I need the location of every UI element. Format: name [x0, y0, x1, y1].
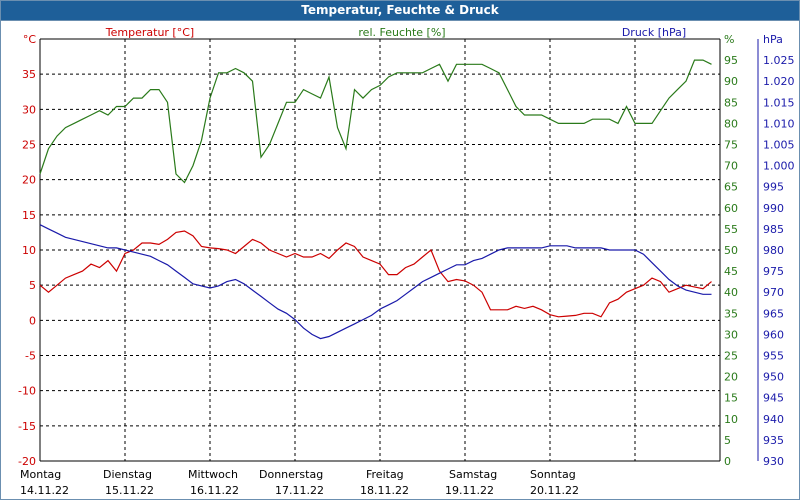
humidity-tick-label: 35: [724, 307, 738, 320]
pressure-tick-label: 980: [763, 244, 784, 257]
pressure-tick-label: 975: [763, 265, 784, 278]
temperature-tick-label: -5: [25, 350, 36, 363]
humidity-tick-label: 10: [724, 413, 738, 426]
x-tick-day: Montag: [20, 468, 61, 481]
humidity-axis-title: rel. Feuchte [%]: [358, 26, 445, 39]
x-tick-date: 18.11.22: [360, 484, 409, 497]
temperature-tick-label: 0: [29, 314, 36, 327]
pressure-tick-label: 930: [763, 455, 784, 468]
humidity-tick-label: 45: [724, 265, 738, 278]
humidity-tick-label: 70: [724, 160, 738, 173]
temperature-tick-label: 25: [22, 139, 36, 152]
humidity-tick-label: 55: [724, 223, 738, 236]
x-tick-day: Samstag: [449, 468, 497, 481]
x-tick-day: Dienstag: [103, 468, 152, 481]
pressure-series-line: [39, 224, 712, 340]
humidity-tick-label: 5: [724, 434, 731, 447]
humidity-tick-label: 20: [724, 371, 738, 384]
pressure-tick-label: hPa: [763, 33, 783, 46]
chart-title: Temperatur, Feuchte & Druck: [1, 1, 799, 20]
pressure-tick-label: 1.005: [763, 139, 795, 152]
x-tick-date: 15.11.22: [105, 484, 154, 497]
humidity-tick-label: %: [724, 33, 734, 46]
pressure-tick-label: 965: [763, 307, 784, 320]
temperature-tick-label: 15: [22, 209, 36, 222]
humidity-tick-label: 0: [724, 455, 731, 468]
temperature-tick-label: 5: [29, 279, 36, 292]
x-tick-date: 17.11.22: [275, 484, 324, 497]
temperature-tick-label: -15: [18, 420, 36, 433]
pressure-tick-label: 960: [763, 328, 784, 341]
temperature-tick-label: -20: [18, 455, 36, 468]
temperature-tick-label: 10: [22, 244, 36, 257]
temperature-tick-label: -10: [18, 385, 36, 398]
humidity-tick-label: 80: [724, 117, 738, 130]
pressure-tick-label: 945: [763, 392, 784, 405]
x-tick-date: 20.11.22: [530, 484, 579, 497]
pressure-tick-label: 950: [763, 371, 784, 384]
x-tick-date: 19.11.22: [445, 484, 494, 497]
chart-panel: [1, 21, 799, 499]
pressure-tick-label: 990: [763, 202, 784, 215]
humidity-tick-label: 90: [724, 75, 738, 88]
pressure-tick-label: 995: [763, 181, 784, 194]
pressure-tick-label: 1.000: [763, 160, 795, 173]
humidity-tick-label: 75: [724, 139, 738, 152]
humidity-series-line: [39, 59, 712, 184]
pressure-tick-label: 1.025: [763, 54, 795, 67]
pressure-tick-label: 940: [763, 413, 784, 426]
x-tick-day: Mittwoch: [188, 468, 238, 481]
x-tick-day: Freitag: [366, 468, 404, 481]
humidity-tick-label: 40: [724, 286, 738, 299]
humidity-tick-label: 65: [724, 181, 738, 194]
pressure-tick-label: 935: [763, 434, 784, 447]
temperature-axis-title: Temperatur [°C]: [105, 26, 194, 39]
pressure-axis-title: Druck [hPa]: [622, 26, 686, 39]
temperature-tick-label: 20: [22, 174, 36, 187]
humidity-tick-label: 15: [724, 392, 738, 405]
x-tick-date: 16.11.22: [190, 484, 239, 497]
humidity-tick-label: 95: [724, 54, 738, 67]
temperature-series-line: [39, 230, 712, 318]
x-tick-date: 14.11.22: [20, 484, 69, 497]
pressure-tick-label: 1.020: [763, 75, 795, 88]
pressure-tick-label: 1.010: [763, 117, 795, 130]
x-tick-day: Donnerstag: [259, 468, 323, 481]
temperature-tick-label: °C: [23, 33, 37, 46]
humidity-tick-label: 25: [724, 350, 738, 363]
humidity-tick-label: 85: [724, 96, 738, 109]
humidity-tick-label: 50: [724, 244, 738, 257]
pressure-tick-label: 970: [763, 286, 784, 299]
pressure-tick-label: 1.015: [763, 96, 795, 109]
pressure-tick-label: 955: [763, 350, 784, 363]
pressure-tick-label: 985: [763, 223, 784, 236]
humidity-tick-label: 30: [724, 328, 738, 341]
temperature-tick-label: 30: [22, 103, 36, 116]
humidity-tick-label: 60: [724, 202, 738, 215]
temperature-tick-label: 35: [22, 68, 36, 81]
x-tick-day: Sonntag: [530, 468, 576, 481]
